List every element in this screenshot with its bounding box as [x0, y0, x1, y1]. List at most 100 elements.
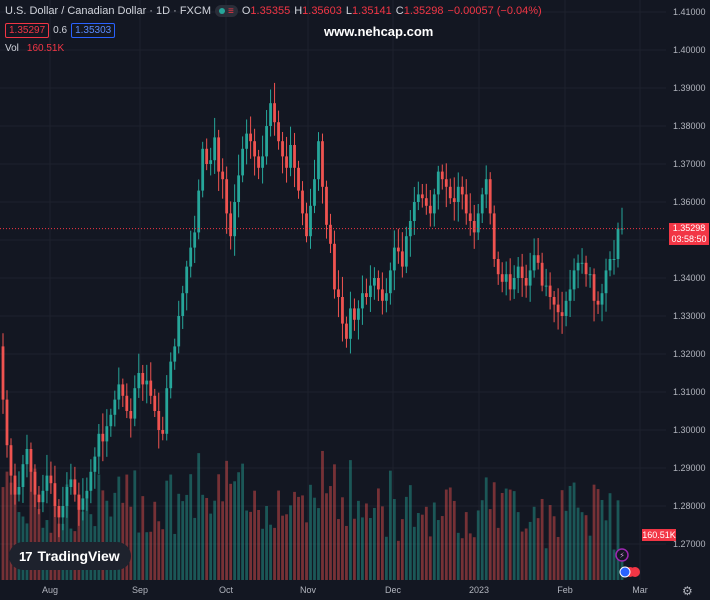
volume-bar: [440, 516, 444, 580]
event-markers: ⚡: [615, 548, 640, 578]
volume-bar: [353, 518, 356, 580]
volume-bar: [1, 487, 5, 580]
candle-body: [73, 479, 77, 495]
volume-bar: [544, 548, 548, 580]
volume-bar: [620, 548, 624, 580]
candle-body: [217, 137, 221, 172]
volume-bar: [281, 515, 284, 580]
event-flag-icon: [630, 567, 640, 577]
market-status-badge[interactable]: ≡: [215, 5, 238, 17]
candle-body: [253, 141, 256, 157]
volume-bar: [9, 482, 13, 580]
candle-body: [97, 433, 101, 457]
volume-bar: [361, 517, 364, 580]
sell-button[interactable]: 1.35297: [5, 23, 50, 38]
volume-legend[interactable]: Vol 160.51K: [5, 43, 64, 54]
price-tick-label: 1.29000: [673, 463, 706, 473]
volume-bar: [568, 485, 572, 580]
candle-body: [476, 213, 480, 233]
candle-body: [612, 259, 616, 260]
volume-bar: [456, 532, 460, 580]
price-tick-label: 1.37000: [673, 159, 706, 169]
volume-bar: [616, 500, 620, 580]
volume-bar: [269, 524, 272, 580]
volume-bar: [161, 529, 165, 580]
symbol-title[interactable]: U.S. Dollar / Canadian Dollar · 1D · FXC…: [5, 5, 212, 17]
price-axis: 1.41000 1.40000 1.39000 1.38000 1.37000 1.360…: [673, 7, 706, 549]
candle-body: [548, 285, 552, 297]
candle-body: [432, 194, 436, 214]
candle-body: [472, 221, 476, 233]
candle-body: [484, 179, 488, 195]
candle-body: [341, 297, 344, 324]
candle-body: [129, 411, 133, 419]
volume-bar: [428, 536, 432, 580]
volume-bar: [468, 533, 472, 580]
candle-body: [337, 289, 340, 297]
candle-body: [81, 498, 85, 510]
candle-body: [137, 373, 141, 389]
volume-bar: [133, 470, 137, 580]
volume-bar: [173, 533, 177, 580]
open-value: 1.35355: [250, 5, 291, 17]
volume-bar: [528, 521, 532, 580]
time-tick-label: Oct: [219, 585, 234, 595]
tradingview-logo-text: TradingView: [37, 548, 120, 564]
candle-body: [37, 494, 41, 503]
candle-body: [456, 186, 460, 202]
candle-body: [133, 388, 137, 419]
candle-body: [365, 293, 368, 297]
candle-body: [153, 395, 157, 411]
volume-bar: [556, 536, 560, 580]
volume-bar: [600, 499, 604, 580]
candle-body: [289, 145, 292, 168]
volume-bar: [305, 522, 308, 580]
candle-body: [273, 103, 276, 123]
volume-bar: [297, 496, 300, 580]
volume-bar: [373, 507, 376, 580]
candle-body: [488, 179, 492, 214]
change-value: −0.00057 (−0.04%): [447, 5, 542, 17]
candle-body: [9, 445, 13, 476]
time-tick-label: Nov: [300, 585, 317, 595]
candle-body: [57, 506, 61, 518]
candle-body: [1, 346, 5, 400]
volume-bar: [612, 549, 616, 580]
gear-icon[interactable]: ⚙: [682, 584, 693, 598]
volume-bar: [129, 506, 133, 580]
candle-body: [173, 346, 177, 362]
lightning-icon: ⚡: [619, 551, 625, 560]
volume-bar: [329, 486, 332, 580]
candle-body: [269, 103, 272, 126]
volume-bar: [245, 510, 249, 580]
tradingview-logo[interactable]: 17 TradingView: [9, 542, 131, 570]
time-tick-label: Feb: [557, 585, 573, 595]
event-lightning-icon: [615, 548, 629, 562]
candle-body: [532, 255, 536, 271]
candle-body: [257, 156, 260, 168]
candle-body: [400, 251, 404, 267]
candle-body: [85, 490, 89, 499]
candle-body: [424, 198, 428, 206]
candle-body: [313, 179, 316, 206]
volume-bar: [484, 477, 488, 580]
candle-body: [572, 270, 576, 290]
volume-bar: [301, 495, 304, 580]
candle-body: [93, 456, 97, 472]
volume-bar: [121, 502, 125, 580]
volume-bar: [261, 528, 264, 580]
candle-body: [33, 471, 37, 495]
low-value: 1.35141: [352, 5, 392, 17]
volume-bar: [325, 493, 328, 580]
candle-body: [428, 205, 432, 214]
price-tick-label: 1.40000: [673, 45, 706, 55]
volume-bar: [181, 501, 185, 580]
volume-bar: [33, 468, 37, 580]
volume-bar: [436, 520, 440, 580]
candle-body: [165, 388, 169, 434]
buy-button[interactable]: 1.35303: [71, 23, 116, 38]
volume-bar: [201, 494, 205, 580]
candle-body: [345, 323, 348, 339]
candle-body: [584, 262, 588, 275]
